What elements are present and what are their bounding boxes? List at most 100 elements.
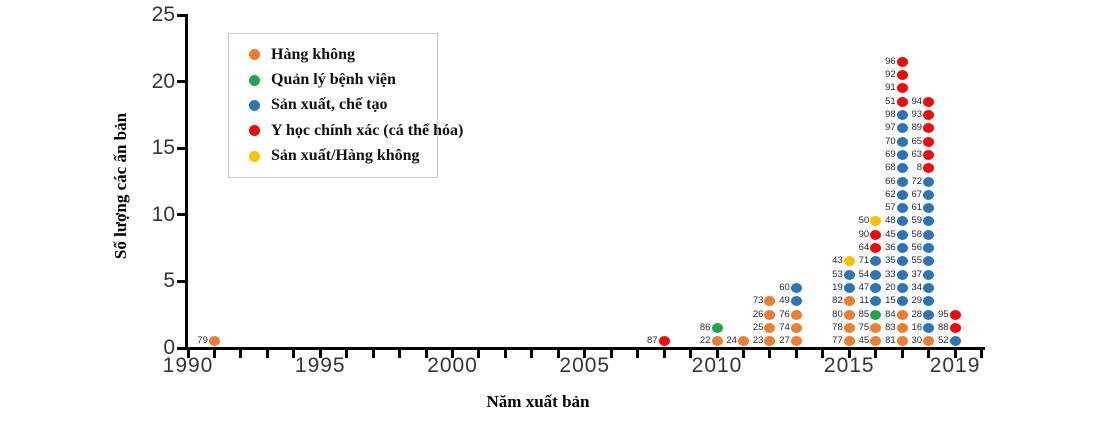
data-point-label: 54 [858,268,870,280]
data-point-label: 11 [859,295,870,307]
legend: Hàng không Quản lý bệnh viện Sản xuất, chế… [228,33,463,178]
data-point-label: 67 [911,188,923,200]
data-point-label: 80 [832,308,843,320]
y-tick-label: 20 [151,69,175,93]
x-tick [318,350,322,358]
y-tick-label: 15 [151,136,175,160]
data-point [923,296,935,307]
x-tick [715,350,719,358]
data-point [923,283,935,294]
y-tick [177,213,186,217]
data-point-label: 79 [197,335,208,347]
legend-item-hospital-management: Quản lý bệnh viện [249,71,437,89]
x-tick [609,350,613,358]
data-point-label: 16 [911,322,923,334]
y-tick-label: 25 [151,3,175,26]
legend-label: Hàng không [271,45,356,63]
data-point [949,309,961,320]
x-tick [980,350,983,358]
x-tick [186,350,190,358]
data-point [923,176,935,187]
data-point [923,189,935,200]
legend-item-manufacturing-aviation: Sản xuất/Hàng không [249,147,437,165]
data-point [764,309,776,320]
data-point-label: 34 [911,282,923,294]
data-point [896,83,908,94]
data-point-label: 19 [832,282,843,294]
data-point-label: 88 [937,322,949,334]
data-point-label: 22 [699,335,711,347]
data-point-label: 91 [885,82,896,94]
x-tick [265,350,269,358]
data-point [737,336,749,347]
data-point [764,323,776,334]
data-point [923,323,935,334]
data-point-label: 70 [885,135,896,147]
data-point [923,243,935,254]
data-point-label: 45 [858,335,870,347]
x-tick [900,350,904,358]
data-point-label: 43 [832,255,843,267]
data-point [843,283,855,294]
data-point [843,256,855,267]
data-point-label: 65 [911,135,923,147]
data-point [923,123,935,134]
data-point [923,229,935,240]
data-point-label: 26 [752,308,764,320]
data-point-label: 51 [885,95,896,107]
data-point [896,109,908,120]
data-point-label: 60 [779,282,790,294]
data-point [790,283,802,294]
data-point-label: 66 [885,175,896,187]
data-point-label: 95 [937,308,949,320]
data-point [843,323,855,334]
x-tick [583,350,587,358]
data-point-label: 30 [911,335,923,347]
x-tick-label: 1995 [294,354,346,377]
x-tick [398,350,402,358]
legend-dot-icon [249,74,260,86]
data-point [896,216,908,227]
x-tick [371,350,375,358]
data-point-label: 23 [752,335,764,347]
data-point [896,96,908,107]
data-point [790,296,802,307]
data-point-label: 8 [916,162,923,174]
data-point [923,136,935,147]
data-point [896,176,908,187]
x-tick [821,350,825,358]
data-point [949,336,961,347]
legend-dot-icon [249,125,260,137]
x-tick-label: 2005 [559,354,611,377]
x-tick-label: 2000 [427,354,478,377]
data-point-label: 93 [911,108,923,120]
data-point-label: 61 [911,202,923,214]
data-point [870,296,882,307]
data-point-label: 64 [858,242,870,254]
data-point-label: 45 [885,228,896,240]
data-point [843,296,855,307]
x-tick [212,350,216,358]
data-point [896,56,908,67]
data-point [711,336,723,347]
data-point-label: 71 [858,255,870,267]
data-point-label: 25 [752,322,764,334]
data-point-label: 77 [832,335,843,347]
x-tick [239,350,243,358]
data-point [658,336,670,347]
data-point-label: 69 [885,148,896,160]
data-point-label: 56 [911,242,923,254]
data-point [790,336,802,347]
data-point [923,216,935,227]
data-point-label: 94 [911,95,923,107]
data-point-label: 52 [937,335,949,347]
data-point-label: 96 [885,55,896,67]
legend-dot-icon [249,49,260,61]
data-point-label: 57 [885,202,896,214]
data-point-label: 74 [779,322,790,334]
data-point-label: 68 [885,162,896,174]
data-point [843,269,855,280]
x-axis-title: Năm xuất bản [486,392,590,411]
x-tick [424,350,428,358]
